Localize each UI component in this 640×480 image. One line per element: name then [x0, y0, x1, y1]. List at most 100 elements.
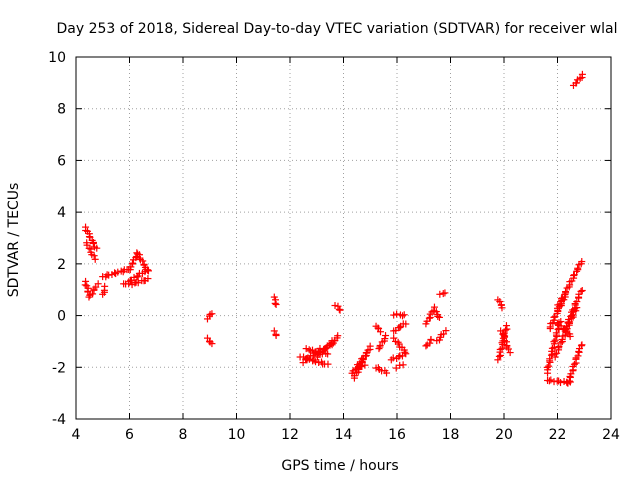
data-point — [545, 362, 553, 370]
y-tick-label: 10 — [48, 50, 66, 66]
y-tick-label: 8 — [57, 102, 66, 118]
data-point — [382, 332, 390, 340]
data-point — [144, 266, 152, 274]
data-point — [328, 341, 336, 349]
data-point — [498, 304, 506, 312]
data-point — [550, 313, 558, 321]
data-point — [270, 327, 278, 335]
data-point — [310, 356, 318, 364]
x-tick-label: 24 — [602, 427, 620, 443]
data-point — [570, 272, 578, 280]
data-point — [547, 376, 555, 384]
data-point — [101, 282, 109, 290]
data-point — [574, 352, 582, 360]
data-point — [435, 313, 443, 321]
y-tick-label: -2 — [52, 360, 66, 376]
data-point — [91, 255, 99, 263]
grid — [76, 57, 611, 419]
data-point — [436, 290, 444, 298]
data-point — [396, 324, 404, 332]
y-tick-label: 0 — [57, 309, 66, 325]
data-point — [562, 288, 570, 296]
data-point — [324, 360, 332, 368]
data-point — [426, 339, 434, 347]
x-tick-label: 22 — [549, 427, 567, 443]
data-point — [402, 320, 410, 328]
x-tick-label: 4 — [72, 427, 81, 443]
data-point — [502, 322, 510, 330]
data-point — [574, 264, 582, 272]
x-tick-label: 10 — [228, 427, 246, 443]
data-point — [356, 360, 364, 368]
x-tick-label: 18 — [442, 427, 460, 443]
data-point — [208, 340, 216, 348]
data-point — [506, 349, 514, 357]
data-point — [125, 280, 133, 288]
data-point — [570, 360, 578, 368]
data-point — [302, 345, 310, 353]
data-point — [401, 348, 409, 356]
data-point — [89, 239, 97, 247]
data-point — [375, 345, 383, 353]
data-point — [394, 338, 402, 346]
data-point — [442, 327, 450, 335]
data-point — [105, 271, 113, 279]
data-point — [399, 312, 407, 320]
x-tick-label: 12 — [281, 427, 299, 443]
data-point — [390, 334, 398, 342]
data-point — [553, 320, 561, 328]
data-point — [567, 312, 575, 320]
data-point — [546, 355, 554, 363]
data-point — [363, 349, 371, 357]
x-tick-label: 16 — [388, 427, 406, 443]
data-point — [377, 328, 385, 336]
data-point — [573, 298, 581, 306]
data-point — [494, 356, 502, 364]
data-point — [335, 305, 343, 313]
data-point — [353, 364, 361, 372]
data-point — [566, 332, 574, 340]
data-point — [422, 342, 430, 350]
data-point — [400, 311, 408, 319]
data-point — [552, 329, 560, 337]
data-point — [578, 341, 586, 349]
data-point — [427, 335, 435, 343]
x-tick-label: 8 — [179, 427, 188, 443]
data-point — [312, 358, 320, 366]
data-point — [366, 342, 374, 350]
y-axis-label: SDTVAR / TECUs — [6, 183, 22, 298]
data-point — [425, 314, 433, 322]
data-point — [578, 258, 586, 266]
data-point — [334, 332, 342, 340]
data-point — [557, 379, 565, 387]
x-axis-label: GPS time / hours — [281, 458, 398, 474]
data-point — [560, 325, 568, 333]
x-tick-label: 20 — [495, 427, 513, 443]
data-series — [81, 70, 586, 387]
data-point — [144, 275, 152, 283]
data-point — [381, 335, 389, 343]
data-point — [331, 337, 339, 345]
data-point — [555, 343, 563, 351]
data-point — [324, 350, 332, 358]
data-point — [495, 352, 503, 360]
data-point — [399, 361, 407, 369]
data-point — [441, 289, 449, 297]
data-point — [432, 308, 440, 316]
data-point — [334, 302, 342, 310]
data-point — [402, 350, 410, 358]
data-point — [331, 302, 339, 310]
data-point — [89, 290, 97, 298]
data-point — [502, 326, 510, 334]
data-point — [94, 280, 102, 288]
data-point — [90, 252, 98, 260]
data-point — [93, 244, 101, 252]
data-point — [272, 300, 280, 308]
data-point — [578, 70, 586, 78]
data-point — [578, 287, 586, 295]
data-point — [499, 330, 507, 338]
data-point — [573, 79, 581, 87]
data-point — [271, 299, 279, 307]
